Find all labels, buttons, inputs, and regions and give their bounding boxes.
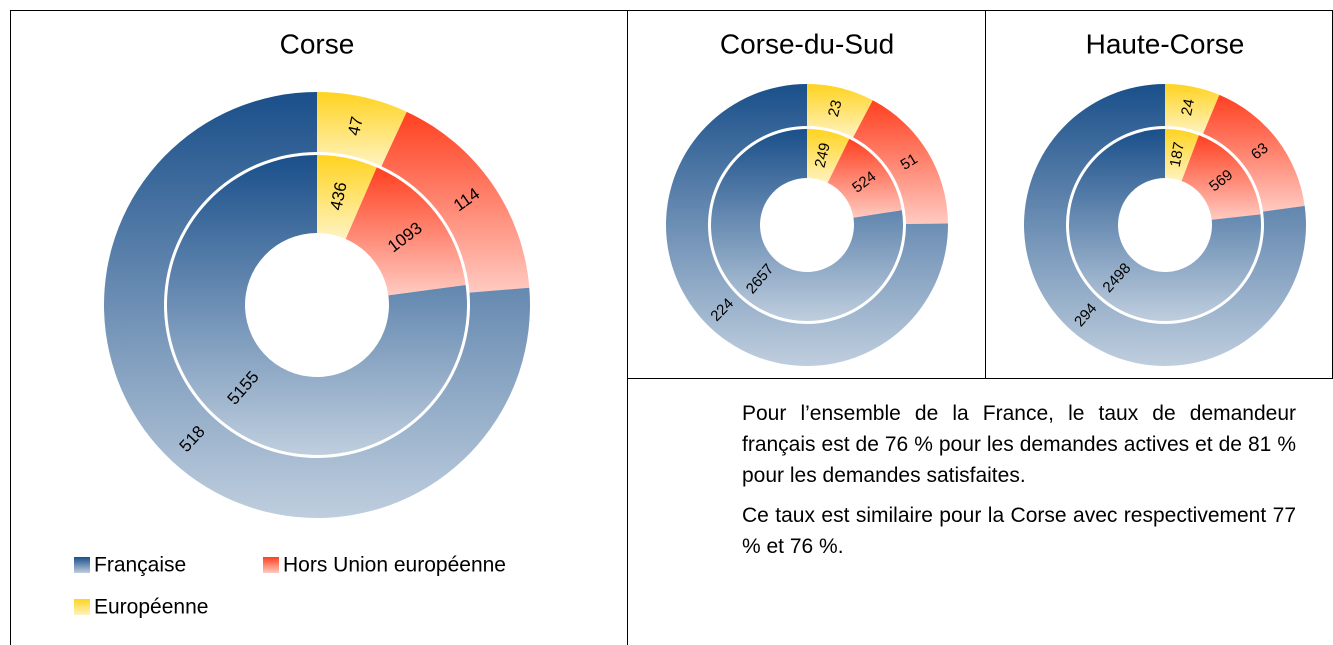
- chart-title: Corse-du-Sud: [720, 28, 894, 59]
- data-label: 187: [1167, 141, 1188, 169]
- donut-slice: [1165, 84, 1220, 134]
- donut-slice: [317, 155, 377, 239]
- donut-slice: [711, 129, 903, 321]
- donut-slice: [1165, 129, 1199, 182]
- paragraph: Pour l’ensemble de la France, le taux de…: [742, 402, 1296, 487]
- donut-slice: [381, 111, 530, 293]
- donut-slice: [1203, 94, 1305, 212]
- chart-title: Corse: [280, 28, 355, 59]
- legend-swatch: [74, 557, 90, 573]
- data-label: 249: [812, 141, 834, 169]
- chart-title: Haute-Corse: [1086, 28, 1245, 59]
- data-label: 23: [825, 98, 846, 118]
- data-label: 47: [344, 115, 367, 138]
- data-label: 63: [1248, 140, 1272, 164]
- donut-slice: [807, 84, 873, 138]
- legend-label: Hors Union européenne: [283, 554, 506, 577]
- legend-label: Européenne: [94, 596, 208, 619]
- donut-slice: [1023, 84, 1307, 366]
- donut-slice: [167, 155, 468, 455]
- legend-swatch: [74, 599, 90, 615]
- donut-slice: [345, 167, 466, 296]
- text-block: Pour l’ensemble de la France, le taux de…: [742, 398, 1296, 571]
- donut-slice: [317, 92, 407, 167]
- donut-slice: [807, 129, 850, 183]
- data-label: 24: [1178, 97, 1198, 117]
- donut-slice: [1069, 129, 1261, 321]
- paragraph: Ce taux est similaire pour la Corse avec…: [742, 504, 1296, 558]
- legend-label: Française: [94, 554, 186, 577]
- data-label: 51: [898, 150, 921, 173]
- legend-swatch: [263, 557, 279, 573]
- donut-slice: [827, 138, 902, 218]
- donut-slice: [1181, 135, 1261, 220]
- donut-slice: [666, 84, 948, 366]
- donut-slice: [853, 100, 948, 224]
